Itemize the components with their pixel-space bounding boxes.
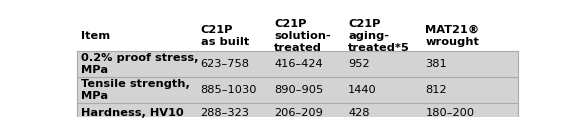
Text: 623–758: 623–758 <box>201 59 249 69</box>
Text: 812: 812 <box>425 85 447 95</box>
Text: 381: 381 <box>425 59 447 69</box>
Text: 416–424: 416–424 <box>274 59 323 69</box>
Text: Hardness, HV10: Hardness, HV10 <box>81 108 183 118</box>
Text: 180–200: 180–200 <box>425 108 474 118</box>
Bar <box>77 77 517 103</box>
Text: C21P
aging-
treated*5: C21P aging- treated*5 <box>348 19 410 53</box>
Text: 428: 428 <box>348 108 369 118</box>
Bar <box>77 51 517 77</box>
Bar <box>77 103 517 123</box>
Text: Item: Item <box>81 31 110 41</box>
Text: C21P
solution-
treated: C21P solution- treated <box>274 19 331 53</box>
Text: 885–1030: 885–1030 <box>201 85 257 95</box>
Text: 952: 952 <box>348 59 369 69</box>
Text: 288–323: 288–323 <box>201 108 249 118</box>
Text: 890–905: 890–905 <box>274 85 324 95</box>
Text: Tensile strength,
MPa: Tensile strength, MPa <box>81 79 190 101</box>
Text: C21P
as built: C21P as built <box>201 25 249 47</box>
Text: 1440: 1440 <box>348 85 377 95</box>
Text: 206–209: 206–209 <box>274 108 323 118</box>
Text: MAT21®
wrought: MAT21® wrought <box>425 25 480 47</box>
Text: 0.2% proof stress,
MPa: 0.2% proof stress, MPa <box>81 53 198 75</box>
